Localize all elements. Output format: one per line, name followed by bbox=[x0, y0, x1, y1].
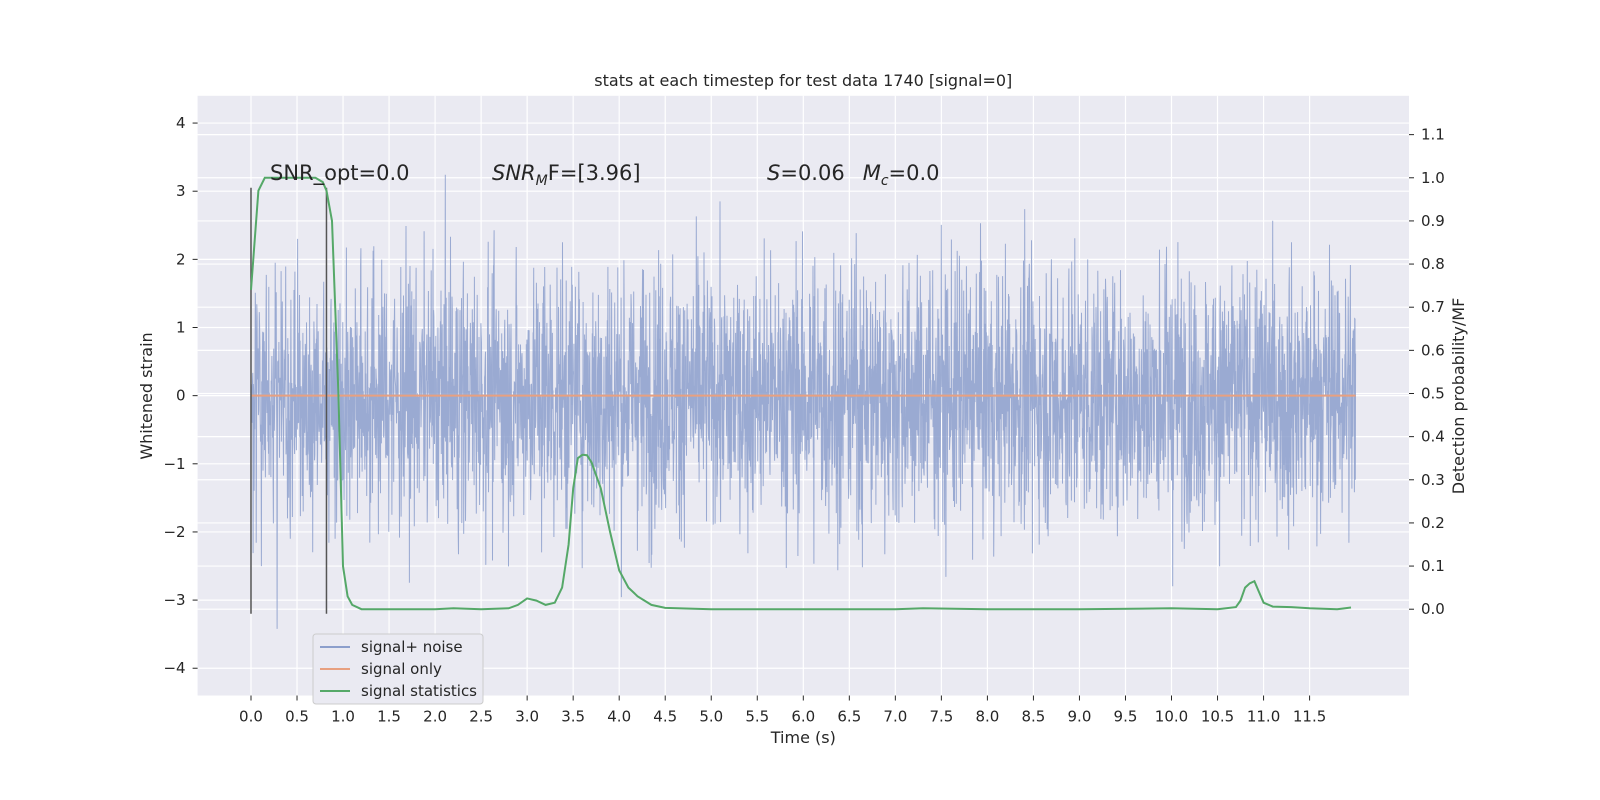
x-tick-label: 7.0 bbox=[883, 708, 907, 726]
x-tick-label: 6.5 bbox=[837, 708, 861, 726]
y-tick-label-right: 0.5 bbox=[1421, 384, 1445, 402]
y-tick-label-left: −1 bbox=[163, 455, 185, 473]
x-tick-label: 8.5 bbox=[1021, 708, 1045, 726]
x-axis-ticks: 0.0 0.5 1.0 1.5 2.0 2.5 3.0 3.5 4.0 4.5 5.0 5.5 6.0 6… bbox=[239, 695, 1326, 726]
annotation-snr-opt: SNR_opt=0.0 bbox=[270, 161, 410, 186]
x-tick-label: 7.5 bbox=[929, 708, 953, 726]
s-label: S bbox=[767, 161, 780, 185]
y-tick-label-left: −3 bbox=[163, 591, 185, 609]
y-axis-label-right: Detection probability/MF bbox=[1449, 298, 1468, 495]
y-tick-label-right: 0.1 bbox=[1421, 557, 1445, 575]
y-tick-label-right: 0.7 bbox=[1421, 298, 1445, 316]
legend-box bbox=[312, 633, 484, 705]
x-tick-label: 11.0 bbox=[1247, 708, 1280, 726]
y-tick-label-right: 0.8 bbox=[1421, 255, 1445, 273]
signal-statistics-line bbox=[250, 176, 1352, 611]
y-axis-right-ticks: 1.1 1.0 0.9 0.8 0.7 0.6 0.5 0.4 0.3 0.2 0.1 0.0 bbox=[1409, 126, 1445, 618]
snr-mf-base: SNR bbox=[492, 161, 536, 185]
annotation-snr-mf: SNRMF=[3.96] bbox=[492, 161, 641, 189]
x-tick-label: 1.0 bbox=[331, 708, 355, 726]
x-tick-label: 0.0 bbox=[239, 708, 263, 726]
x-tick-label: 5.0 bbox=[699, 708, 723, 726]
mc-base: M bbox=[863, 161, 881, 185]
y-tick-label-left: 2 bbox=[176, 250, 186, 268]
x-tick-label: 5.5 bbox=[745, 708, 769, 726]
vertical-markers bbox=[250, 187, 328, 614]
snr-mf-sub: M bbox=[536, 173, 548, 189]
signal-statistics-series bbox=[250, 176, 1352, 611]
x-tick-label: 0.5 bbox=[285, 708, 309, 726]
x-tick-label: 1.5 bbox=[377, 708, 401, 726]
y-tick-label-left: −4 bbox=[163, 659, 185, 677]
x-tick-label: 11.5 bbox=[1293, 708, 1326, 726]
signal-plus-noise-line bbox=[250, 174, 1357, 629]
legend: signal+ noise signal only signal statist… bbox=[312, 633, 484, 705]
x-axis-label: Time (s) bbox=[770, 728, 836, 747]
y-tick-label-left: 0 bbox=[176, 387, 186, 405]
x-tick-label: 9.5 bbox=[1114, 708, 1138, 726]
s-value: =0.06 bbox=[780, 161, 844, 185]
x-tick-label: 3.0 bbox=[515, 708, 539, 726]
legend-label-noise: signal+ noise bbox=[361, 638, 463, 656]
y-tick-label-right: 0.3 bbox=[1421, 471, 1445, 489]
x-tick-label: 10.5 bbox=[1201, 708, 1234, 726]
signal-plus-noise-series bbox=[250, 174, 1357, 629]
y-tick-label-right: 0.9 bbox=[1421, 212, 1445, 230]
mc-value: =0.0 bbox=[889, 161, 940, 185]
legend-label-signal: signal only bbox=[361, 660, 442, 678]
x-tick-label: 4.0 bbox=[607, 708, 631, 726]
y-tick-label-left: 4 bbox=[176, 114, 186, 132]
x-tick-label: 4.5 bbox=[653, 708, 677, 726]
x-tick-label: 8.0 bbox=[975, 708, 999, 726]
x-tick-label: 9.0 bbox=[1068, 708, 1092, 726]
y-tick-label-right: 0.2 bbox=[1421, 514, 1445, 532]
y-tick-label-right: 1.0 bbox=[1421, 169, 1445, 187]
y-tick-label-right: 0.6 bbox=[1421, 341, 1445, 359]
y-axis-left-ticks: 4 3 2 1 0 −1 −2 −3 −4 bbox=[163, 114, 198, 677]
y-tick-label-left: 1 bbox=[176, 319, 186, 337]
y-tick-label-right: 0.0 bbox=[1421, 600, 1445, 618]
y-tick-label-right: 1.1 bbox=[1421, 126, 1445, 144]
mc-sub: c bbox=[881, 173, 889, 189]
y-tick-label-right: 0.4 bbox=[1421, 428, 1445, 446]
snr-mf-rest: F=[3.96] bbox=[548, 161, 641, 185]
x-tick-label: 10.0 bbox=[1155, 708, 1188, 726]
x-tick-label: 2.5 bbox=[469, 708, 493, 726]
legend-label-stats: signal statistics bbox=[361, 682, 477, 700]
x-tick-label: 2.0 bbox=[423, 708, 447, 726]
x-tick-label: 6.0 bbox=[791, 708, 815, 726]
y-tick-label-left: 3 bbox=[176, 182, 186, 200]
y-axis-label-left: Whitened strain bbox=[137, 332, 156, 459]
y-tick-label-left: −2 bbox=[163, 523, 185, 541]
annotation-s-mc: S=0.06 Mc=0.0 bbox=[767, 161, 940, 189]
chart-title: stats at each timestep for test data 174… bbox=[594, 71, 1012, 90]
x-tick-label: 3.5 bbox=[561, 708, 585, 726]
